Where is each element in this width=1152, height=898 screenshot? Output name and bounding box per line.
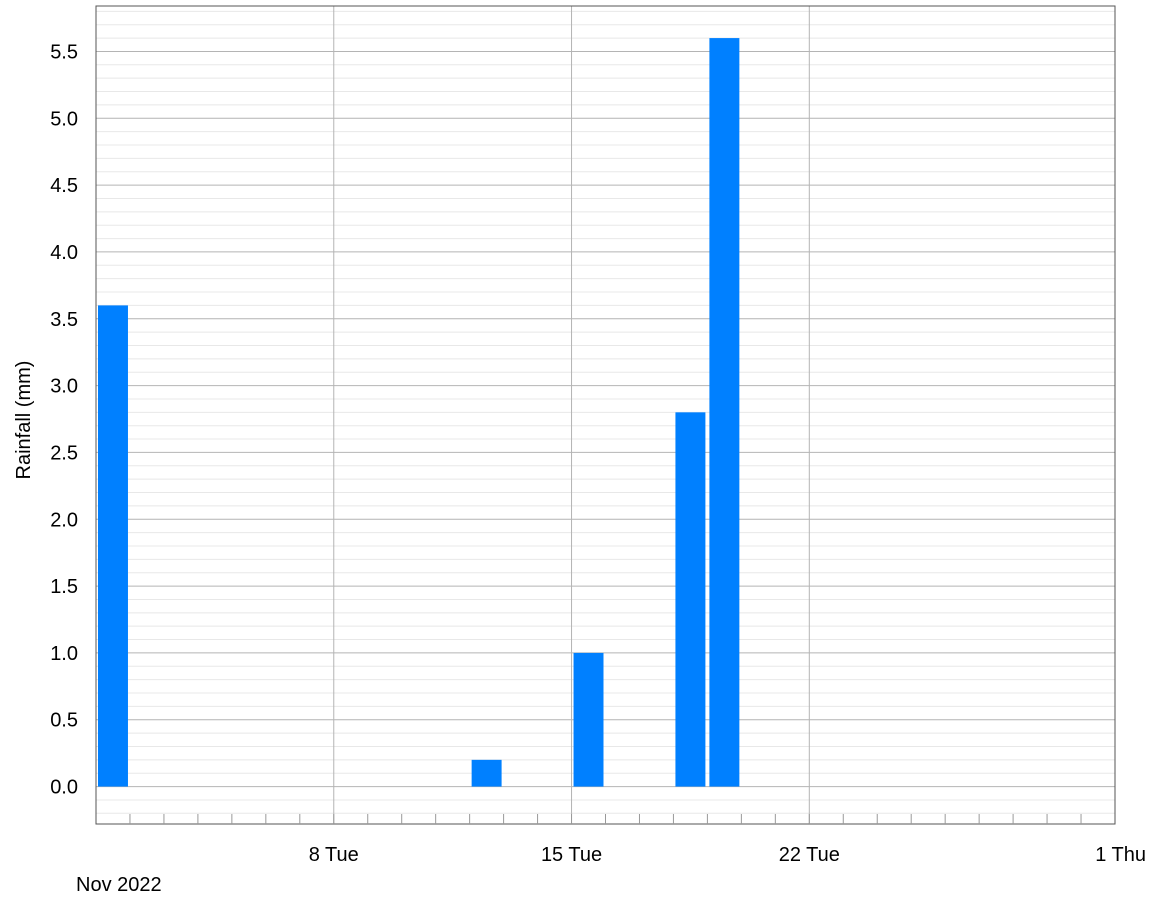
y-tick-label: 3.5 (50, 309, 78, 331)
period-label: Nov 2022 (76, 874, 162, 896)
x-tick-label: 22 Tue (779, 844, 840, 866)
rain-bar (709, 38, 740, 787)
rain-bar (471, 759, 502, 787)
x-tick-label: 8 Tue (309, 844, 359, 866)
y-tick-labels: 0.0 0.5 1.0 1.5 2.0 2.5 3.0 3.5 4.0 4.5 5.0 5.5 (50, 41, 78, 798)
minor-grid (96, 10, 1115, 814)
rain-bar (573, 652, 604, 787)
plot-frame (95, 5, 1116, 825)
y-tick-label: 5.5 (50, 41, 78, 63)
y-tick-label: 4.5 (50, 175, 78, 197)
y-tick-label: 2.5 (50, 442, 78, 464)
rain-bar (675, 412, 706, 787)
y-tick-label: 1.5 (50, 576, 78, 598)
y-tick-label: 1.0 (50, 643, 78, 665)
x-tick-label: 1 Thu (1095, 844, 1146, 866)
rain-bar (98, 305, 128, 787)
y-tick-label: 3.0 (50, 376, 78, 398)
major-grid (96, 6, 1115, 824)
x-tick-label: 15 Tue (541, 844, 602, 866)
y-tick-label: 0.0 (50, 777, 78, 799)
y-tick-label: 2.0 (50, 509, 78, 531)
x-tick-marks (129, 814, 1082, 824)
y-tick-label: 0.5 (50, 710, 78, 732)
y-axis-title: Rainfall (mm) (13, 361, 35, 480)
bars (98, 38, 740, 787)
y-tick-label: 5.0 (50, 108, 78, 130)
x-tick-labels: 8 Tue 15 Tue 22 Tue 1 Thu (309, 844, 1146, 866)
y-tick-label: 4.0 (50, 242, 78, 264)
